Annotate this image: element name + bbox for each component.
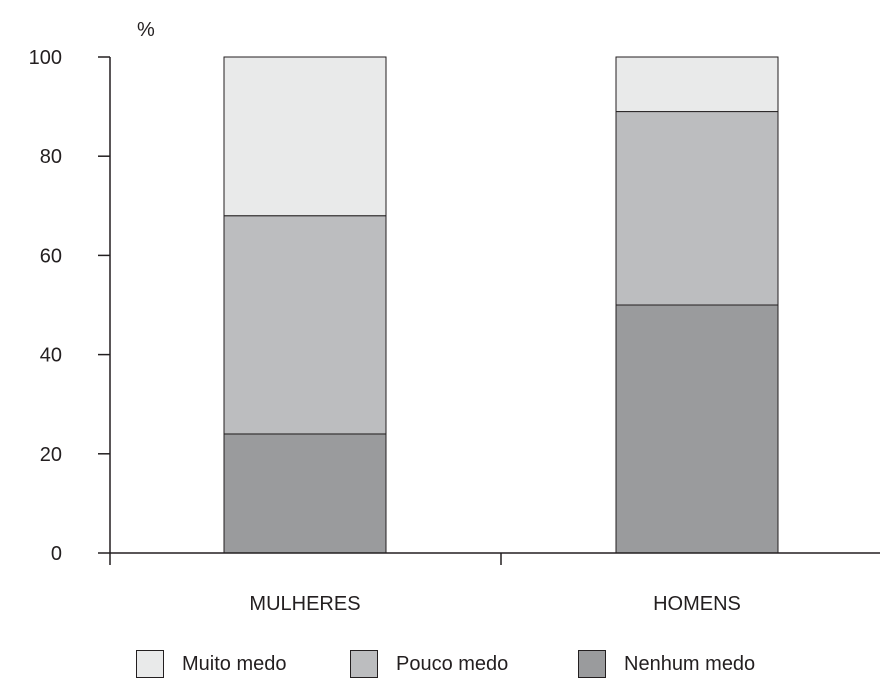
bar-segment-muito-medo-homens bbox=[615, 56, 779, 113]
y-tick-label: 40 bbox=[40, 345, 62, 367]
y-axis-ticks: 0 20 40 60 80 100 bbox=[29, 47, 110, 565]
legend-swatch bbox=[578, 650, 606, 678]
bar-segment-pouco-medo-mulheres bbox=[223, 215, 387, 435]
x-axis-ticks bbox=[109, 553, 502, 565]
legend-label: Pouco medo bbox=[396, 652, 509, 675]
legend: Muito medo Pouco medo Nenhum medo bbox=[136, 644, 876, 684]
legend-item: Pouco medo bbox=[350, 644, 508, 684]
legend-item: Nenhum medo bbox=[578, 644, 755, 684]
bar-segment-muito-medo-mulheres bbox=[223, 56, 387, 217]
legend-swatch bbox=[350, 650, 378, 678]
bar-segment-nenhum-medo-homens bbox=[615, 304, 779, 554]
x-category-label: HOMENS bbox=[653, 593, 741, 615]
legend-item: Muito medo bbox=[136, 644, 287, 684]
bar-segment-nenhum-medo-mulheres bbox=[223, 433, 387, 554]
y-tick-label: 100 bbox=[29, 47, 62, 69]
legend-swatch bbox=[136, 650, 164, 678]
stacked-bar-chart: % 0 20 40 60 80 100 MULHERES HOMENS bbox=[29, 19, 880, 615]
bar-segment-pouco-medo-homens bbox=[615, 111, 779, 306]
y-tick-label: 60 bbox=[40, 245, 62, 267]
y-tick-label: 20 bbox=[40, 444, 62, 466]
y-tick-label: 80 bbox=[40, 146, 62, 168]
x-category-label: MULHERES bbox=[249, 593, 360, 615]
legend-label: Muito medo bbox=[182, 652, 287, 675]
bars bbox=[223, 56, 779, 554]
legend-label: Nenhum medo bbox=[624, 652, 756, 675]
y-tick-label: 0 bbox=[51, 543, 62, 565]
y-axis-unit-label: % bbox=[137, 19, 155, 41]
category-labels: MULHERES HOMENS bbox=[249, 593, 740, 615]
